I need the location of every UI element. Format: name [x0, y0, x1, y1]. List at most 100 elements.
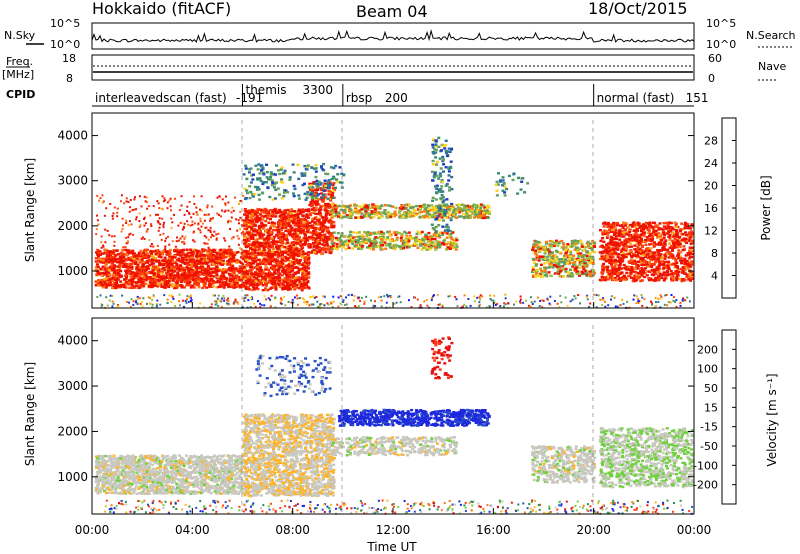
- heatmap-cell: [299, 258, 302, 262]
- heatmap-cell: [254, 273, 258, 276]
- heatmap-cell: [278, 272, 282, 275]
- heatmap-cell: [303, 172, 307, 175]
- heatmap-cell: [301, 238, 305, 241]
- heatmap-cell: [105, 277, 109, 280]
- heatmap-cell: [249, 219, 253, 223]
- heatmap-cell: [249, 281, 253, 284]
- heatmap-cell: [446, 154, 449, 158]
- heatmap-cell: [97, 271, 101, 274]
- heatmap-cell: [279, 236, 282, 239]
- heatmap-cell: [120, 230, 123, 233]
- heatmap-cell: [306, 263, 310, 266]
- heatmap-cell: [104, 241, 107, 244]
- heatmap-cell: [177, 224, 180, 227]
- heatmap-cell: [261, 260, 265, 264]
- heatmap-cell: [350, 240, 354, 243]
- heatmap-cell: [170, 271, 174, 274]
- heatmap-cell: [301, 209, 305, 212]
- heatmap-cell: [224, 256, 228, 259]
- heatmap-cell: [256, 266, 260, 269]
- heatmap-cell: [306, 216, 310, 219]
- heatmap-cell: [201, 222, 204, 225]
- heatmap-cell: [436, 244, 440, 247]
- heatmap-cell: [178, 269, 182, 272]
- heatmap-cell: [345, 243, 349, 246]
- heatmap-cell: [431, 206, 435, 209]
- heatmap-cell: [426, 204, 430, 207]
- heatmap-cell: [183, 261, 187, 265]
- heatmap-cell: [482, 211, 485, 214]
- heatmap-cell: [269, 217, 272, 221]
- heatmap-cell: [267, 244, 271, 247]
- heatmap-cell: [257, 218, 261, 221]
- heatmap-cell: [290, 208, 294, 211]
- heatmap-cell: [422, 246, 425, 249]
- heatmap-cell: [336, 173, 340, 176]
- heatmap-cell: [253, 193, 257, 196]
- heatmap-cell: [495, 180, 499, 184]
- heatmap-cell: [243, 197, 247, 201]
- heatmap-cell: [351, 236, 355, 240]
- heatmap-cell: [102, 245, 105, 248]
- heatmap-cell: [326, 235, 330, 239]
- heatmap-cell: [393, 215, 397, 218]
- heatmap-cell: [119, 257, 123, 261]
- heatmap-cell: [431, 138, 435, 141]
- heatmap-cell: [299, 231, 303, 234]
- heatmap-cell: [459, 215, 463, 218]
- heatmap-cell: [248, 196, 252, 200]
- heatmap-cell: [103, 278, 107, 281]
- heatmap-cell: [316, 184, 320, 187]
- heatmap-cell: [287, 275, 291, 278]
- heatmap-cell: [329, 213, 333, 216]
- heatmap-cell: [258, 233, 262, 236]
- heatmap-cell: [292, 243, 296, 247]
- heatmap-cell: [256, 262, 260, 266]
- heatmap-cell: [305, 215, 308, 219]
- heatmap-cell: [455, 210, 459, 213]
- heatmap-cell: [397, 211, 401, 214]
- heatmap-cell: [265, 212, 269, 215]
- noise-right-tick-top: 10^5: [706, 17, 736, 30]
- heatmap-cell: [277, 283, 281, 287]
- heatmap-cell: [517, 176, 520, 180]
- heatmap-cell: [476, 204, 480, 207]
- heatmap-cell: [134, 281, 138, 284]
- heatmap-cell: [162, 266, 166, 270]
- heatmap-cell: [300, 287, 304, 290]
- heatmap-cell: [363, 208, 367, 211]
- heatmap-cell: [418, 211, 422, 214]
- heatmap-cell: [195, 270, 199, 274]
- heatmap-cell: [326, 228, 330, 231]
- heatmap-cell: [95, 265, 98, 269]
- heatmap-cell: [414, 236, 418, 240]
- heatmap-cell: [243, 268, 247, 272]
- heatmap-cell: [310, 220, 314, 223]
- heatmap-cell: [295, 242, 299, 245]
- heatmap-cell: [469, 216, 473, 219]
- heatmap-cell: [257, 253, 261, 256]
- heatmap-cell: [501, 189, 505, 192]
- heatmap-cell: [128, 233, 131, 236]
- heatmap-cell: [388, 246, 392, 249]
- heatmap-cell: [115, 249, 119, 252]
- heatmap-cell: [429, 241, 433, 244]
- heatmap-cell: [332, 224, 336, 227]
- heatmap-cell: [320, 198, 324, 202]
- heatmap-cell: [249, 217, 253, 220]
- heatmap-cell: [432, 152, 436, 155]
- heatmap-cell: [429, 242, 433, 245]
- heatmap-cell: [546, 258, 550, 262]
- heatmap-cell: [455, 245, 459, 248]
- heatmap-cell: [404, 207, 407, 210]
- heatmap-cell: [485, 204, 489, 207]
- heatmap-cell: [268, 246, 272, 249]
- heatmap-cell: [119, 285, 123, 288]
- heatmap-cell: [109, 284, 113, 287]
- heatmap-cell: [233, 283, 236, 287]
- heatmap-cell: [360, 234, 364, 237]
- heatmap-cell: [102, 244, 105, 247]
- heatmap-cell: [354, 239, 357, 242]
- heatmap-cell: [103, 266, 107, 269]
- heatmap-cell: [170, 273, 174, 276]
